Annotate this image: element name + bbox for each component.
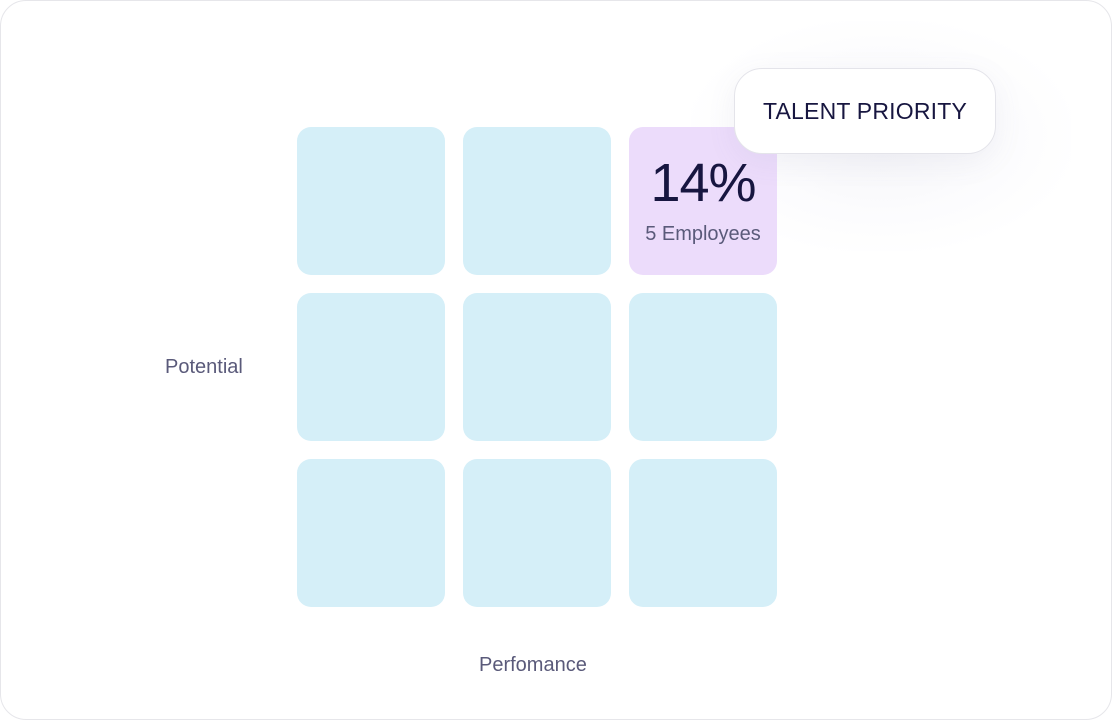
highlight-employee-count: 5 Employees xyxy=(645,223,761,245)
grid-cell-middle-right[interactable] xyxy=(629,293,777,441)
nine-box-grid: 14% 5 Employees xyxy=(297,127,777,607)
tooltip-label: TALENT PRIORITY xyxy=(762,97,968,124)
axis-y-label: Potential xyxy=(165,356,243,378)
grid-cell-middle-center[interactable] xyxy=(463,293,611,441)
grid-cell-bottom-left[interactable] xyxy=(297,459,445,607)
grid-cell-top-center[interactable] xyxy=(463,127,611,275)
talent-priority-tooltip: TALENT PRIORITY xyxy=(734,68,996,154)
axis-x-label: Perfomance xyxy=(479,654,587,676)
grid-cell-top-left[interactable] xyxy=(297,127,445,275)
grid-cell-middle-left[interactable] xyxy=(297,293,445,441)
grid-cell-bottom-right[interactable] xyxy=(629,459,777,607)
highlight-percent: 14% xyxy=(650,153,756,213)
grid-cell-bottom-center[interactable] xyxy=(463,459,611,607)
